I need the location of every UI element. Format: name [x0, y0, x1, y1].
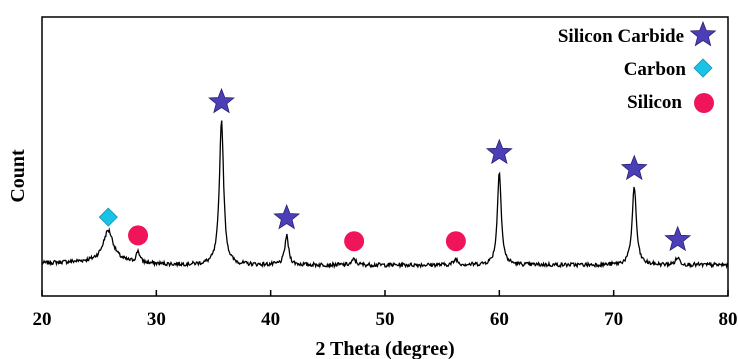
x-tick-label: 80 [719, 309, 738, 330]
x-tick-label: 30 [147, 309, 166, 330]
x-axis-title: 2 Theta (degree) [315, 338, 454, 359]
star-icon [209, 89, 234, 113]
legend-label-silicon: Silicon [627, 92, 682, 113]
legend-diamond-icon [694, 59, 712, 77]
star-icon [691, 22, 716, 46]
star-icon [665, 227, 690, 251]
x-tick-label: 70 [604, 309, 623, 330]
circle-icon [694, 93, 714, 113]
legend-star-icon [691, 22, 716, 46]
diamond-icon [694, 59, 712, 77]
xrd-pattern-line [42, 121, 728, 267]
legend-label-carbon: Carbon [624, 59, 687, 80]
circle-icon [446, 231, 466, 251]
x-tick-label: 50 [376, 309, 395, 330]
star-icon [487, 140, 512, 164]
star-icon [274, 205, 299, 229]
y-axis-title: Count [7, 149, 29, 203]
x-tick-label: 60 [490, 309, 509, 330]
legend-label-silicon-carbide: Silicon Carbide [558, 26, 684, 47]
x-tick-label: 20 [33, 309, 52, 330]
peak-markers [99, 89, 690, 251]
legend-circle-icon [694, 93, 714, 113]
diamond-icon [99, 208, 117, 226]
circle-icon [128, 225, 148, 245]
legend: Silicon Carbide Carbon Silicon [558, 22, 716, 113]
circle-icon [344, 231, 364, 251]
star-icon [622, 156, 647, 180]
x-tick-label: 40 [261, 309, 280, 330]
